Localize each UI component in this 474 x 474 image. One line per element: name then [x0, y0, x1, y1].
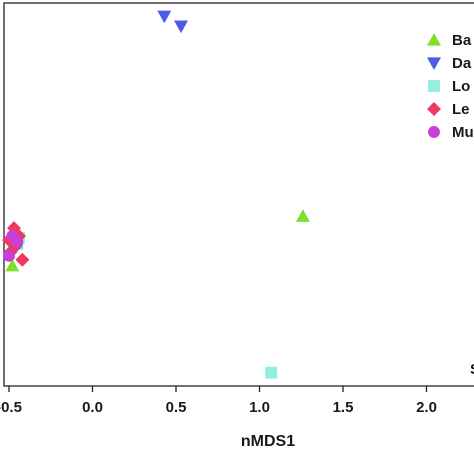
data-point-ba [5, 258, 20, 272]
x-tick-label: 0.5 [166, 399, 187, 416]
x-tick-label: 1.5 [333, 399, 354, 416]
legend-label-le: Le [452, 101, 470, 118]
x-tick-label: 1.0 [249, 399, 270, 416]
legend-label-lo: Lo [452, 78, 470, 95]
data-point-mu [3, 249, 15, 262]
x-tick-label: 2.0 [416, 399, 437, 416]
legend-marker-mu [428, 126, 440, 138]
legend-marker-ba [427, 33, 441, 46]
stress-label: S [470, 361, 474, 378]
legend-label-da: Da [452, 55, 472, 72]
legend: Ba Da Lo Le Mu [427, 32, 474, 141]
x-tick-label: -0.5 [0, 399, 22, 416]
legend-marker-lo [428, 80, 440, 92]
data-point-lo [265, 366, 278, 379]
legend-marker-da [427, 57, 441, 70]
data-point-da [174, 20, 189, 34]
data-point-le [15, 252, 30, 267]
x-axis-title: nMDS1 [241, 433, 295, 450]
legend-label-mu: Mu [452, 124, 474, 141]
plot-area: -0.5 0.0 0.5 1.0 1.5 2.0 [0, 2, 474, 416]
plot-frame [3, 2, 474, 387]
legend-marker-le [427, 102, 441, 116]
data-point-ba [295, 209, 310, 222]
data-point-mu [11, 236, 24, 248]
data-point-da [157, 10, 172, 24]
x-tick-label: 0.0 [82, 399, 103, 416]
legend-label-ba: Ba [452, 32, 472, 49]
